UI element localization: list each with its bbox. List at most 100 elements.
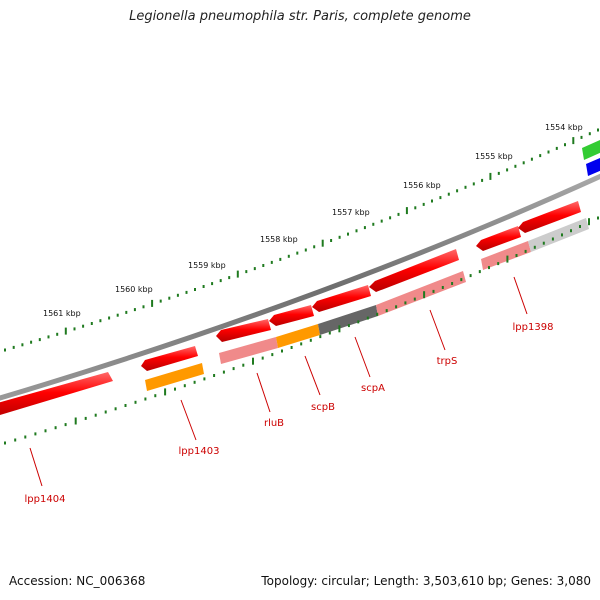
- outer-tick-29: [253, 267, 256, 271]
- outer-tick-18: [159, 299, 162, 303]
- inner-tick-1: [14, 438, 17, 442]
- outer-tick-46: [397, 212, 400, 216]
- inner-tick-4: [44, 429, 47, 433]
- inner-tick-59: [570, 229, 572, 233]
- gene-labels: lpp1404 lpp1403 rluB scpB scpA trpS lpp1…: [25, 322, 554, 505]
- scale-label-1554: 1554 kbp: [545, 123, 583, 132]
- gene-feature-blue[interactable]: [586, 158, 600, 176]
- gene-label-lpp1403[interactable]: lpp1403: [179, 446, 220, 457]
- gene-block-scpA[interactable]: [318, 305, 378, 335]
- inner-tick-24: [242, 363, 245, 367]
- outer-tick-16: [142, 305, 145, 309]
- scale-label-1555: 1555 kbp: [475, 152, 513, 161]
- inner-tick-19: [193, 380, 196, 384]
- outer-tick-17: [151, 299, 154, 307]
- outer-tick-47: [405, 207, 408, 215]
- inner-tick-36: [357, 320, 360, 324]
- cds-arrow-lpp1404[interactable]: [0, 372, 113, 418]
- outer-tick-51: [439, 196, 442, 200]
- gene-block-scpB[interactable]: [276, 324, 320, 348]
- outer-tick-27: [236, 270, 239, 278]
- gene-label-rluB[interactable]: rluB: [264, 418, 284, 429]
- outer-tick-23: [202, 285, 205, 288]
- inner-tick-50: [488, 266, 490, 270]
- outer-tick-61: [522, 161, 525, 165]
- inner-tick-16: [164, 388, 167, 396]
- gene-block-lpp1398-a[interactable]: [481, 241, 531, 270]
- inner-tick-45: [441, 286, 444, 289]
- outer-tick-40: [347, 232, 349, 236]
- map-title: Legionella pneumophila str. Paris, compl…: [129, 9, 471, 24]
- outer-tick-12: [108, 316, 111, 320]
- outer-tick-34: [296, 251, 299, 255]
- outer-tick-48: [414, 206, 417, 210]
- scale-label-1559: 1559 kbp: [188, 261, 226, 270]
- cds-arrow-lpp1403[interactable]: [141, 346, 198, 371]
- gene-block-rluB[interactable]: [219, 337, 278, 364]
- cds-arrow-scpA[interactable]: [312, 285, 371, 312]
- outer-tick-42: [363, 226, 366, 230]
- outer-tick-14: [125, 310, 128, 314]
- inner-tick-12: [124, 404, 127, 407]
- inner-tick-55: [533, 245, 536, 249]
- outer-tick-8: [73, 327, 76, 331]
- gene-block-lpp1403[interactable]: [145, 363, 204, 391]
- inner-tick-32: [319, 335, 322, 339]
- gene-label-scpA[interactable]: scpA: [361, 383, 385, 394]
- outer-tick-33: [287, 254, 290, 258]
- inner-tick-33: [328, 331, 331, 335]
- inner-tick-26: [261, 356, 264, 360]
- inner-tick-56: [542, 241, 545, 245]
- inner-tick-23: [232, 367, 235, 371]
- inner-tick-11: [114, 407, 117, 411]
- inner-tick-8: [84, 416, 87, 420]
- outer-tick-13: [116, 313, 119, 317]
- gene-track: [145, 218, 589, 391]
- inner-tick-48: [469, 274, 472, 278]
- outer-tick-38: [330, 239, 333, 242]
- inner-tick-39: [385, 309, 388, 313]
- inner-tick-34: [338, 325, 341, 333]
- inner-tick-15: [154, 394, 157, 398]
- inner-tick-13: [134, 400, 137, 404]
- inner-tick-49: [478, 270, 481, 274]
- cds-arrow-lpp1398-b[interactable]: [518, 201, 581, 233]
- inner-tick-22: [222, 370, 225, 374]
- outer-tick-68: [580, 135, 583, 139]
- outer-tick-20: [176, 293, 179, 297]
- gene-label-lpp1404[interactable]: lpp1404: [25, 494, 66, 505]
- outer-tick-15: [133, 308, 136, 312]
- outer-tick-56: [481, 178, 484, 182]
- inner-tick-37: [366, 316, 369, 320]
- gene-label-trpS[interactable]: trpS: [437, 356, 458, 367]
- inner-tick-38: [376, 312, 379, 316]
- outer-tick-22: [194, 288, 196, 291]
- inner-tick-53: [515, 254, 518, 257]
- cds-arrow-rluB[interactable]: [216, 319, 271, 342]
- scale-label-1558: 1558 kbp: [260, 235, 298, 244]
- inner-tick-27: [271, 353, 274, 357]
- inner-tick-58: [561, 233, 563, 237]
- inner-tick-25: [252, 357, 254, 365]
- outer-tick-53: [456, 189, 459, 193]
- gene-feature-green[interactable]: [582, 140, 600, 160]
- inner-tick-42: [413, 297, 416, 301]
- cds-arrow-scpB[interactable]: [269, 305, 314, 326]
- gene-label-scpB[interactable]: scpB: [311, 402, 335, 413]
- cds-arrow-trpS[interactable]: [369, 249, 459, 292]
- gene-label-lpp1398[interactable]: lpp1398: [513, 322, 554, 333]
- outer-tick-64: [547, 150, 550, 154]
- outer-tick-3: [30, 340, 33, 344]
- inner-tick-28: [281, 349, 283, 353]
- cds-arrow-lpp1398-a[interactable]: [476, 226, 521, 251]
- inner-tick-9: [94, 413, 97, 417]
- outer-tick-57: [489, 172, 492, 180]
- outer-tick-28: [245, 270, 248, 274]
- gene-block-trpS[interactable]: [376, 271, 466, 316]
- outer-tick-54: [464, 185, 467, 189]
- outer-tick-36: [313, 245, 316, 249]
- scale-label-1561: 1561 kbp: [43, 309, 81, 318]
- outer-tick-5: [47, 335, 50, 339]
- inner-tick-10: [104, 410, 107, 414]
- scale-labels: 1561 kbp 1560 kbp 1559 kbp 1558 kbp 1557…: [43, 123, 583, 318]
